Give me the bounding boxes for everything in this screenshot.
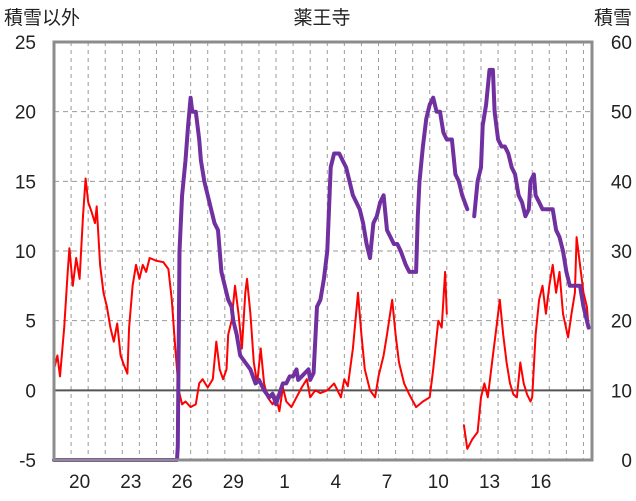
left-tick-label: 0 <box>25 381 36 402</box>
tick-labels: -5 0 5 10 15 20 25 0 10 20 30 40 50 60 20 23 26 29 1 4 7 10 13… <box>15 33 632 493</box>
right-tick-label: 20 <box>611 312 632 333</box>
left-tick-label: 25 <box>15 33 36 54</box>
right-axis-label: 積雪 <box>594 7 632 29</box>
left-axis-label: 積雪以外 <box>4 7 80 29</box>
left-tick-label: 15 <box>15 172 36 193</box>
right-tick-label: 30 <box>611 242 632 263</box>
left-tick-label: 5 <box>25 312 36 333</box>
x-tick-label: 23 <box>120 472 141 493</box>
x-tick-label: 4 <box>331 472 342 493</box>
right-tick-label: 40 <box>611 172 632 193</box>
right-tick-label: 10 <box>611 381 632 402</box>
snow-depth-line-segment-1 <box>472 67 591 330</box>
other-line-segment-1 <box>462 236 590 450</box>
chart-title: 薬王寺 <box>293 7 350 29</box>
x-tick-label: 20 <box>69 472 90 493</box>
left-tick-label: 10 <box>15 242 36 263</box>
right-tick-label: 50 <box>611 103 632 124</box>
series-layer <box>52 67 591 462</box>
x-tick-label: 10 <box>428 472 449 493</box>
right-tick-label: 60 <box>611 33 632 54</box>
x-tick-label: 26 <box>172 472 193 493</box>
other-line-segment-0 <box>53 177 448 413</box>
snow-depth-line-segment-0 <box>52 95 470 462</box>
left-tick-label: 20 <box>15 103 36 124</box>
plot-frame <box>52 40 594 462</box>
x-tick-label: 29 <box>223 472 244 493</box>
right-tick-label: 0 <box>621 451 632 472</box>
left-tick-label: -5 <box>19 451 36 472</box>
x-tick-label: 1 <box>279 472 290 493</box>
x-tick-label: 16 <box>530 472 551 493</box>
grid <box>54 41 592 461</box>
x-tick-label: 7 <box>382 472 393 493</box>
x-tick-label: 13 <box>479 472 500 493</box>
